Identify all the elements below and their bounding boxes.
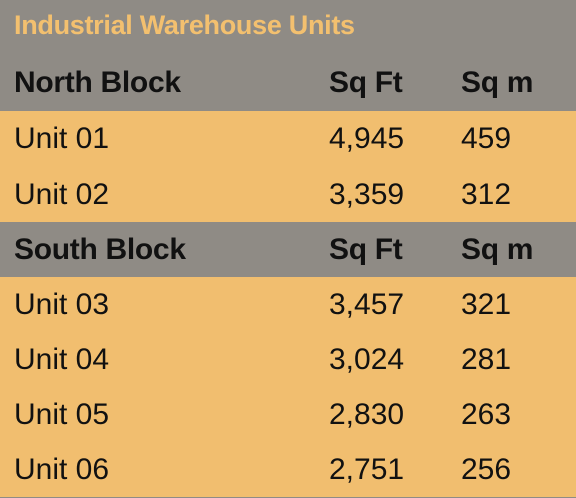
unit-sqm: 459 [461, 122, 512, 155]
unit-name: Unit 03 [14, 287, 110, 321]
block-name: North Block [14, 65, 181, 99]
block-name: South Block [14, 232, 186, 266]
south-block-section: South Block Sq Ft Sq m Unit 03 3,457 321… [0, 222, 576, 497]
unit-name: Unit 01 [14, 122, 110, 155]
table-row: Unit 01 4,945 459 [0, 111, 576, 167]
unit-sqm: 281 [461, 342, 512, 376]
south-block-header-row: South Block Sq Ft Sq m [0, 222, 576, 277]
unit-sqm: 321 [461, 287, 512, 321]
table-row: Unit 06 2,751 256 [0, 442, 576, 497]
unit-sqft: 4,945 [329, 122, 405, 155]
table-row: Unit 02 3,359 312 [0, 167, 576, 222]
unit-sqft: 3,457 [329, 287, 405, 321]
table-row: Unit 04 3,024 281 [0, 332, 576, 387]
unit-sqft: 3,359 [329, 177, 405, 211]
column-header-sqft: Sq Ft [329, 232, 403, 266]
unit-sqm: 263 [461, 397, 512, 431]
unit-name: Unit 05 [14, 397, 110, 431]
title-bar: Industrial Warehouse Units [0, 0, 576, 54]
column-header-sqft: Sq Ft [329, 65, 403, 99]
unit-name: Unit 06 [14, 452, 110, 486]
column-header-sqm: Sq m [461, 65, 534, 99]
unit-sqft: 3,024 [329, 342, 405, 376]
unit-sqm: 312 [461, 177, 512, 211]
unit-name: Unit 02 [14, 177, 110, 211]
unit-sqm: 256 [461, 452, 512, 486]
table-row: Unit 05 2,830 263 [0, 387, 576, 442]
unit-sqft: 2,751 [329, 452, 405, 486]
unit-sqft: 2,830 [329, 397, 405, 431]
table-row: Unit 03 3,457 321 [0, 277, 576, 332]
north-block-header-row: North Block Sq Ft Sq m [0, 54, 576, 111]
table-title: Industrial Warehouse Units [14, 9, 355, 40]
north-block-section: North Block Sq Ft Sq m Unit 01 4,945 459… [0, 54, 576, 222]
column-header-sqm: Sq m [461, 232, 534, 266]
unit-name: Unit 04 [14, 342, 110, 376]
